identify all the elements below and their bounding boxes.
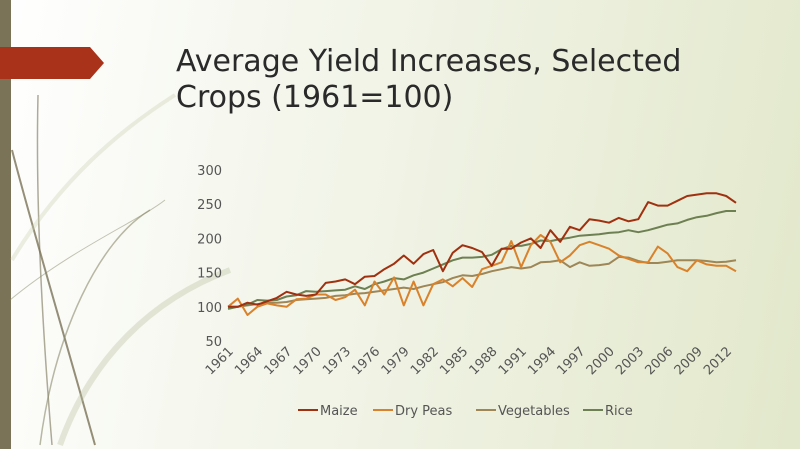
legend-label: Vegetables [498, 404, 570, 419]
x-tick-label: 1979 [379, 344, 413, 378]
series-line-vegetables [228, 255, 737, 308]
series-line-maize [228, 192, 737, 308]
x-tick-label: 1988 [467, 344, 501, 378]
y-tick-label: 250 [197, 198, 222, 213]
legend-label: Maize [320, 404, 358, 419]
slide-title-line1: Average Yield Increases, Selected [176, 44, 682, 79]
x-tick-label: 1982 [408, 344, 442, 378]
series-lines [227, 192, 737, 316]
slide-title: Average Yield Increases, Selected Crops … [176, 44, 776, 116]
x-tick-label: 1964 [232, 344, 266, 378]
y-tick-label: 150 [197, 267, 222, 282]
legend-label: Dry Peas [395, 404, 453, 419]
left-accent-bar [0, 0, 11, 449]
y-tick-label: 100 [197, 301, 222, 316]
legend-label: Rice [605, 404, 633, 419]
x-tick-label: 2009 [672, 344, 706, 378]
x-tick-label: 1970 [291, 344, 325, 378]
chart-legend: Maize Dry Peas Vegetables Rice [298, 404, 633, 419]
x-tick-label: 1973 [320, 344, 354, 378]
y-axis-ticks: 50 100 150 200 250 300 [197, 164, 222, 350]
x-tick-label: 2003 [613, 344, 647, 378]
x-tick-label: 2006 [642, 344, 676, 378]
x-tick-label: 2000 [584, 344, 618, 378]
x-tick-label: 1994 [525, 344, 559, 378]
x-tick-label: 1991 [496, 344, 530, 378]
y-tick-label: 50 [205, 335, 222, 350]
title-arrow-shape [0, 47, 104, 79]
x-tick-label: 1997 [555, 344, 589, 378]
y-tick-label: 300 [197, 164, 222, 179]
slide-title-line2: Crops (1961=100) [176, 80, 454, 115]
x-axis-ticks: 1961196419671970197319761979198219851988… [203, 344, 735, 378]
x-tick-label: 1976 [349, 344, 383, 378]
y-tick-label: 200 [197, 232, 222, 247]
x-tick-label: 1967 [261, 344, 295, 378]
series-line-rice [227, 210, 736, 310]
x-tick-label: 2012 [701, 344, 735, 378]
x-tick-label: 1985 [437, 344, 471, 378]
